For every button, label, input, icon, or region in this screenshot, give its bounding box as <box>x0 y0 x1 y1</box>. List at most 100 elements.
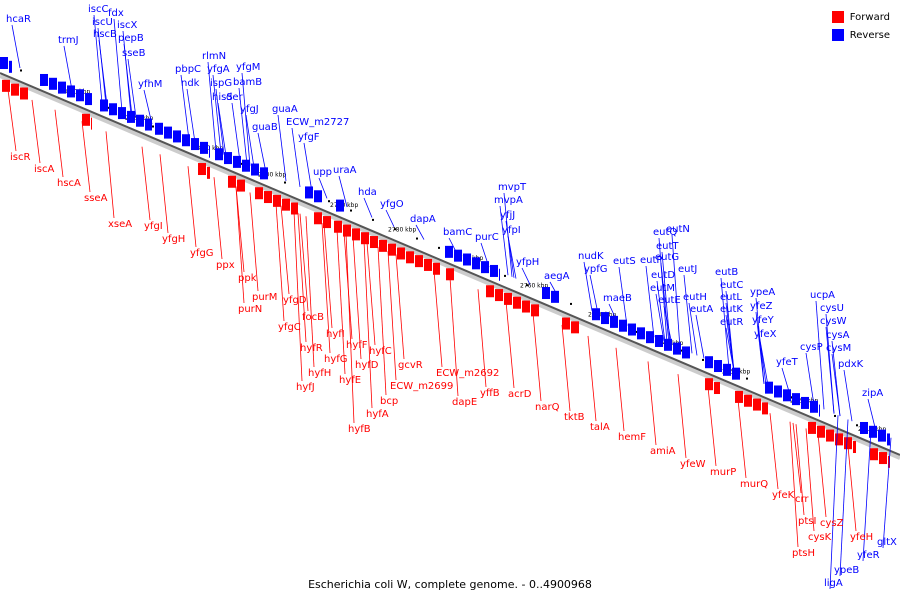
gene-leader-line <box>275 203 285 322</box>
reverse-gene-block <box>109 103 117 116</box>
reverse-gene-label-ypeA: ypeA <box>750 287 775 298</box>
gene-leader-line <box>521 267 531 285</box>
gene-leader-line <box>671 234 681 349</box>
reverse-gene-label-aegA: aegA <box>544 271 570 282</box>
scale-label: 2780 kbp <box>388 227 416 234</box>
reverse-gene-block <box>155 122 163 135</box>
gene-leader-line <box>645 265 655 338</box>
gene-leader-line <box>615 347 625 432</box>
gene-leader-line <box>235 186 245 304</box>
forward-gene-block <box>343 224 351 237</box>
gene-leader-line <box>655 293 665 342</box>
forward-gene-label-murQ: murQ <box>740 479 768 490</box>
forward-gene-block <box>370 236 378 249</box>
reverse-gene-block <box>499 268 500 281</box>
forward-gene-block <box>513 296 521 309</box>
gene-leader-line <box>213 177 223 260</box>
tick-dot <box>394 228 396 231</box>
reverse-gene-block <box>801 396 809 409</box>
reverse-gene-label-ligA: ligA <box>824 578 843 589</box>
forward-gene-block <box>486 285 494 298</box>
gene-leader-line <box>862 429 872 562</box>
tick-dot <box>746 377 748 380</box>
gene-leader-line <box>395 254 405 360</box>
reverse-gene-label-yfeZ: yfeZ <box>750 301 773 312</box>
forward-gene-block <box>433 262 440 275</box>
reverse-gene-label-mvpA: mvpA <box>494 195 523 206</box>
legend-item-forward: Forward <box>831 8 890 26</box>
forward-gene-label-hyfD: hyfD <box>355 360 379 371</box>
reverse-gene-label-pbpC: pbpC <box>175 64 201 75</box>
reverse-gene-label-yfpI: yfpI <box>502 225 521 236</box>
forward-gene-label-bcp: bcp <box>380 396 398 407</box>
gene-leader-line <box>257 132 267 173</box>
gene-leader-line <box>583 261 593 311</box>
reverse-gene-block <box>224 152 232 165</box>
reverse-gene-label-cysW: cysW <box>820 316 847 327</box>
reverse-gene-label-ndk: ndk <box>181 78 200 89</box>
reverse-gene-block <box>481 261 489 274</box>
gene-leader-line <box>363 240 373 409</box>
forward-gene-block <box>406 251 414 264</box>
gene-leader-line <box>507 235 517 279</box>
forward-gene-block <box>264 191 272 204</box>
reverse-gene-label-hscB: hscB <box>93 29 117 40</box>
reverse-gene-block <box>127 110 135 123</box>
forward-gene-block <box>762 402 768 415</box>
reverse-gene-block <box>0 57 8 69</box>
reverse-gene-label-eutC: eutC <box>720 280 743 291</box>
reverse-gene-block <box>118 107 126 120</box>
forward-gene-label-hyfI: hyfI <box>326 329 345 340</box>
legend: Forward Reverse <box>831 8 890 44</box>
reverse-gene-block <box>191 138 199 151</box>
forward-gene-blocks <box>2 79 890 468</box>
forward-gene-label-hyfR: hyfR <box>300 343 323 354</box>
reverse-gene-block <box>869 425 877 438</box>
reverse-gene-label-fdx: fdx <box>108 8 124 19</box>
forward-gene-label-hscA: hscA <box>57 178 81 189</box>
forward-gene-label-yfeH: yfeH <box>850 532 873 543</box>
reverse-gene-label-hcaR: hcaR <box>6 14 31 25</box>
reverse-gene-label-eutR: eutR <box>720 317 743 328</box>
forward-gene-block <box>291 202 298 215</box>
forward-gene-block <box>714 382 720 395</box>
forward-gene-label-murP: murP <box>710 467 736 478</box>
scale-label: 2760 kbp <box>520 283 548 290</box>
forward-gene-label-yfgI: yfgI <box>144 221 163 232</box>
reverse-gene-label-ypeB: ypeB <box>834 565 859 576</box>
forward-gene-block <box>826 429 834 442</box>
tick-dot <box>438 246 440 249</box>
gene-leader-line <box>215 88 225 155</box>
gene-leader-line <box>98 39 108 106</box>
gene-leader-line <box>688 302 698 356</box>
reverse-gene-label-yfeR: yfeR <box>857 550 880 561</box>
forward-gene-block <box>415 255 423 268</box>
gene-leader-line <box>207 61 217 152</box>
reverse-gene-label-yfpH: yfpH <box>516 257 539 268</box>
gene-leader-line <box>449 277 459 397</box>
gene-leader-line <box>291 127 301 187</box>
reverse-gene-label-cysU: cysU <box>820 303 844 314</box>
reverse-gene-label-eutA: eutA <box>690 304 713 315</box>
reverse-gene-block <box>705 356 713 369</box>
forward-gene-block <box>844 437 852 450</box>
reverse-gene-label-mvpT: mvpT <box>498 182 527 193</box>
tick-dot <box>504 274 506 277</box>
gene-leader-line <box>755 311 765 384</box>
gene-leader-line <box>217 102 227 156</box>
gene-leader-line <box>647 361 657 446</box>
reverse-gene-block <box>774 385 782 398</box>
forward-gene-label-hyfJ: hyfJ <box>296 382 315 393</box>
tick-dot <box>284 181 286 184</box>
gene-leader-line <box>480 242 490 268</box>
tick-dot <box>526 284 528 287</box>
gene-leader-line <box>587 335 597 422</box>
forward-gene-label-tktB: tktB <box>564 412 585 423</box>
gene-leader-line <box>757 325 767 385</box>
reverse-gene-block <box>714 360 722 373</box>
gene-leader-line <box>186 88 196 143</box>
forward-gene-block <box>282 198 290 211</box>
forward-gene-block <box>753 398 761 411</box>
